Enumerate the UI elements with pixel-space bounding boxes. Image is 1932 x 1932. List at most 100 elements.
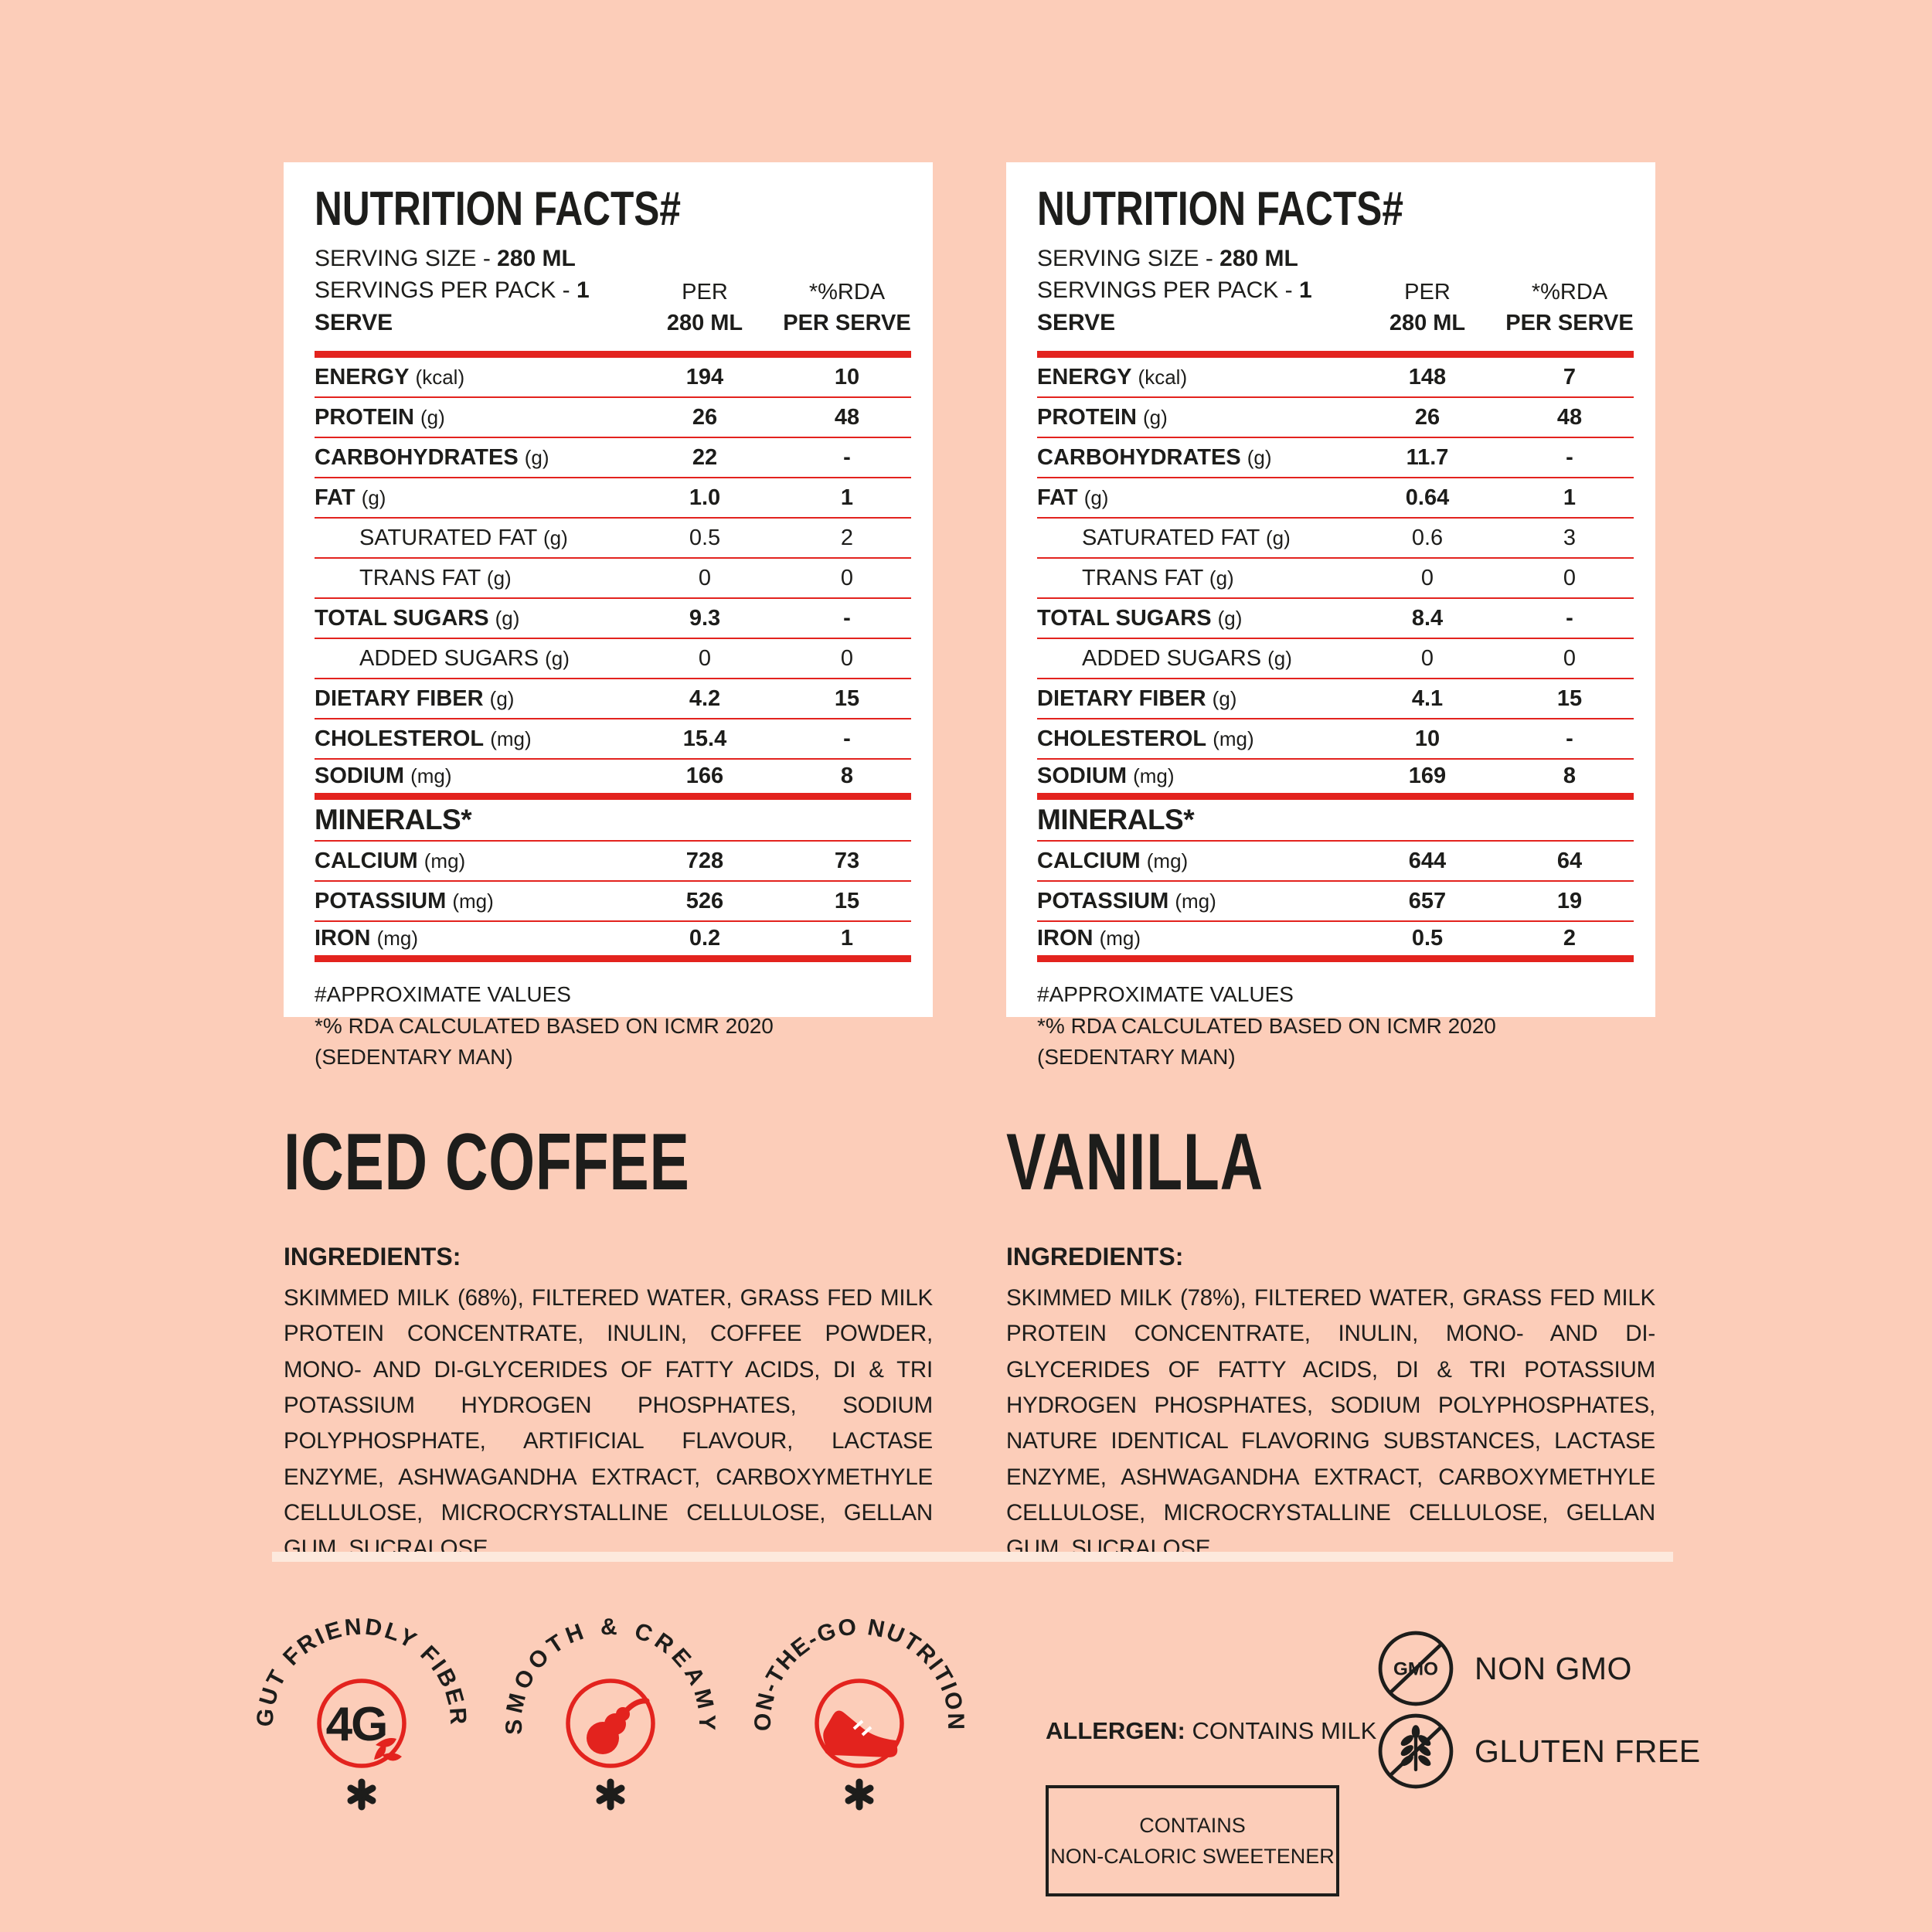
sweetener-line2: NON-CALORIC SWEETENER — [1050, 1845, 1335, 1868]
nutrition-facts-panel-vanilla: NUTRITION FACTS# SERVING SIZE - 280 ML S… — [1006, 162, 1655, 1069]
nutrient-per-value: 0 — [1420, 645, 1434, 671]
flavor-title: VANILLA — [1006, 1117, 1264, 1207]
nutrition-table-row: ENERGY (kcal) 194 10 — [315, 358, 911, 399]
nutrition-rows: ENERGY (kcal) 148 7 PROTEIN (g) 26 48 CA… — [1037, 358, 1634, 801]
nutrient-per-value: 4.2 — [689, 685, 721, 711]
nutrient-rda-value: 2 — [840, 525, 854, 550]
nutrient-per-value: 0.6 — [1411, 525, 1444, 550]
nutrition-table-row: FAT (g) 1.0 1 — [315, 478, 911, 519]
nutrient-rda-value: 64 — [1556, 848, 1583, 873]
panel-header: SERVING SIZE - 280 ML SERVINGS PER PACK … — [1037, 243, 1634, 338]
nutrient-label: DIETARY FIBER (g) — [315, 685, 515, 711]
nutrition-table-row: ENERGY (kcal) 148 7 — [1037, 358, 1634, 399]
badge-gut-friendly-fiber: GUT FRIENDLY FIBER 4G — [252, 1614, 469, 1811]
ingredients-text: SKIMMED MILK (78%), FILTERED WATER, GRAS… — [1006, 1285, 1655, 1562]
nutrient-per-value: 657 — [1408, 888, 1447, 913]
nutrition-table-row: DIETARY FIBER (g) 4.1 15 — [1037, 679, 1634, 720]
badge-ring — [317, 1679, 406, 1768]
nutrient-rda-value: 15 — [834, 685, 860, 711]
nutrient-per-value: 15.4 — [682, 726, 727, 751]
nutrient-per-value: 8.4 — [1411, 605, 1444, 631]
serving-info: SERVING SIZE - 280 ML SERVINGS PER PACK … — [1037, 243, 1362, 338]
nutrient-label: FAT (g) — [315, 485, 386, 510]
footnote-approximate: #APPROXIMATE VALUES — [1037, 982, 1294, 1007]
nutrient-label: ENERGY (kcal) — [1037, 364, 1188, 389]
nutrition-table-row: POTASSIUM (mg) 526 15 — [315, 882, 911, 923]
nutrition-table-row: SATURATED FAT (g) 0.5 2 — [315, 519, 911, 560]
nutrient-per-value: 26 — [1414, 404, 1440, 430]
badge-smooth-creamy: SMOOTH & CREAMY — [502, 1614, 715, 1811]
column-header-per: PER 280 ML — [1389, 280, 1466, 336]
nutrient-label: CARBOHYDRATES (g) — [1037, 444, 1272, 470]
nutrient-per-value: 0 — [698, 645, 712, 671]
nutrition-table-row: ADDED SUGARS (g) 0 0 — [1037, 639, 1634, 680]
allergen-label: ALLERGEN: — [1046, 1717, 1185, 1744]
flavor-title: ICED COFFEE — [284, 1117, 690, 1207]
nutrient-rda-value: 1 — [1563, 485, 1577, 510]
nutrition-table-row: CARBOHYDRATES (g) 11.7 - — [1037, 438, 1634, 479]
column-header-rda: *%RDA PER SERVE — [783, 280, 911, 336]
nutrient-label: CHOLESTEROL (mg) — [315, 726, 532, 751]
minerals-section-title: MINERALS* — [315, 800, 911, 842]
nutrition-table-row: CHOLESTEROL (mg) 15.4 - — [315, 719, 911, 760]
thick-red-rule — [315, 351, 911, 359]
servings-per-pack-value: 1 SERVE — [315, 277, 590, 335]
nutrient-per-value: 4.1 — [1411, 685, 1444, 711]
nutrient-label: ENERGY (kcal) — [315, 364, 465, 389]
column-header-per: PER 280 ML — [666, 280, 743, 336]
nutrient-label: TRANS FAT (g) — [359, 565, 512, 590]
nutrient-label: FAT (g) — [1037, 485, 1109, 510]
nutrient-rda-value: 0 — [1563, 565, 1577, 590]
nutrient-label: TRANS FAT (g) — [1082, 565, 1234, 590]
no-gmo-icon: GMO — [1378, 1631, 1454, 1706]
panel-title: NUTRITION FACTS# — [1037, 182, 1403, 236]
footnotes: #APPROXIMATE VALUES *% RDA CALCULATED BA… — [315, 979, 911, 1073]
nutrient-rda-value: 10 — [834, 364, 860, 389]
nutrient-rda-value: 1 — [840, 485, 854, 510]
nutrient-rda-value: 8 — [840, 764, 854, 789]
nutrient-label: TOTAL SUGARS (g) — [1037, 605, 1243, 631]
nutrient-label: CHOLESTEROL (mg) — [1037, 726, 1254, 751]
thick-red-rule — [1037, 351, 1634, 359]
servings-per-pack-label: SERVINGS PER PACK - — [1037, 277, 1293, 304]
nutrient-label: PROTEIN (g) — [315, 404, 445, 430]
minerals-rows: CALCIUM (mg) 644 64 POTASSIUM (mg) 657 1… — [1037, 842, 1634, 963]
nutrient-label: CALCIUM (mg) — [1037, 848, 1189, 873]
allergen-line: ALLERGEN: CONTAINS MILK — [1046, 1717, 1376, 1745]
nutrient-per-value: 11.7 — [1406, 444, 1449, 470]
nutrition-table-row: TOTAL SUGARS (g) 8.4 - — [1037, 599, 1634, 640]
serving-size-value: 280 ML — [1219, 246, 1298, 271]
nutrient-rda-value: 0 — [840, 565, 854, 590]
ingredients-label: INGREDIENTS: — [1006, 1243, 1184, 1270]
nutrition-table-row: CHOLESTEROL (mg) 10 - — [1037, 719, 1634, 760]
nutrition-table-row: SATURATED FAT (g) 0.6 3 — [1037, 519, 1634, 560]
gluten-free-icon — [1378, 1713, 1454, 1789]
serving-size-label: SERVING SIZE - — [315, 246, 491, 271]
nutrient-per-value: 194 — [685, 364, 724, 389]
footnote-rda: *% RDA CALCULATED BASED ON ICMR 2020 (SE… — [315, 1013, 774, 1070]
nutrient-rda-value: 2 — [1563, 926, 1577, 951]
nutrient-rda-value: - — [1566, 726, 1573, 751]
nutrient-rda-value: 3 — [1563, 525, 1577, 550]
nutrient-per-value: 1.0 — [689, 485, 721, 510]
section-divider — [272, 1552, 1673, 1562]
panel-header: SERVING SIZE - 280 ML SERVINGS PER PACK … — [315, 243, 911, 338]
nutrition-table-row: IRON (mg) 0.5 2 — [1037, 922, 1634, 963]
nutrient-label: SATURATED FAT (g) — [1082, 525, 1291, 550]
nutrient-rda-value: - — [843, 726, 851, 751]
nutrition-table-row: IRON (mg) 0.2 1 — [315, 922, 911, 963]
nutrition-table-row: SODIUM (mg) 166 8 — [315, 760, 911, 801]
nutrient-per-value: 9.3 — [689, 605, 721, 631]
nutrient-per-value: 728 — [685, 848, 724, 873]
nutrition-table-row: TRANS FAT (g) 0 0 — [315, 559, 911, 600]
nutrition-table-row: SODIUM (mg) 169 8 — [1037, 760, 1634, 801]
nutrient-label: SODIUM (mg) — [1037, 764, 1175, 789]
nutrient-per-value: 169 — [1408, 764, 1447, 789]
sweetener-line1: CONTAINS — [1139, 1813, 1246, 1837]
nutrient-rda-value: - — [843, 605, 851, 631]
nutrient-rda-value: 8 — [1563, 764, 1577, 789]
nutrition-table-row: PROTEIN (g) 26 48 — [315, 398, 911, 439]
nutrient-label: PROTEIN (g) — [1037, 404, 1168, 430]
running-shoe-icon — [823, 1710, 898, 1757]
